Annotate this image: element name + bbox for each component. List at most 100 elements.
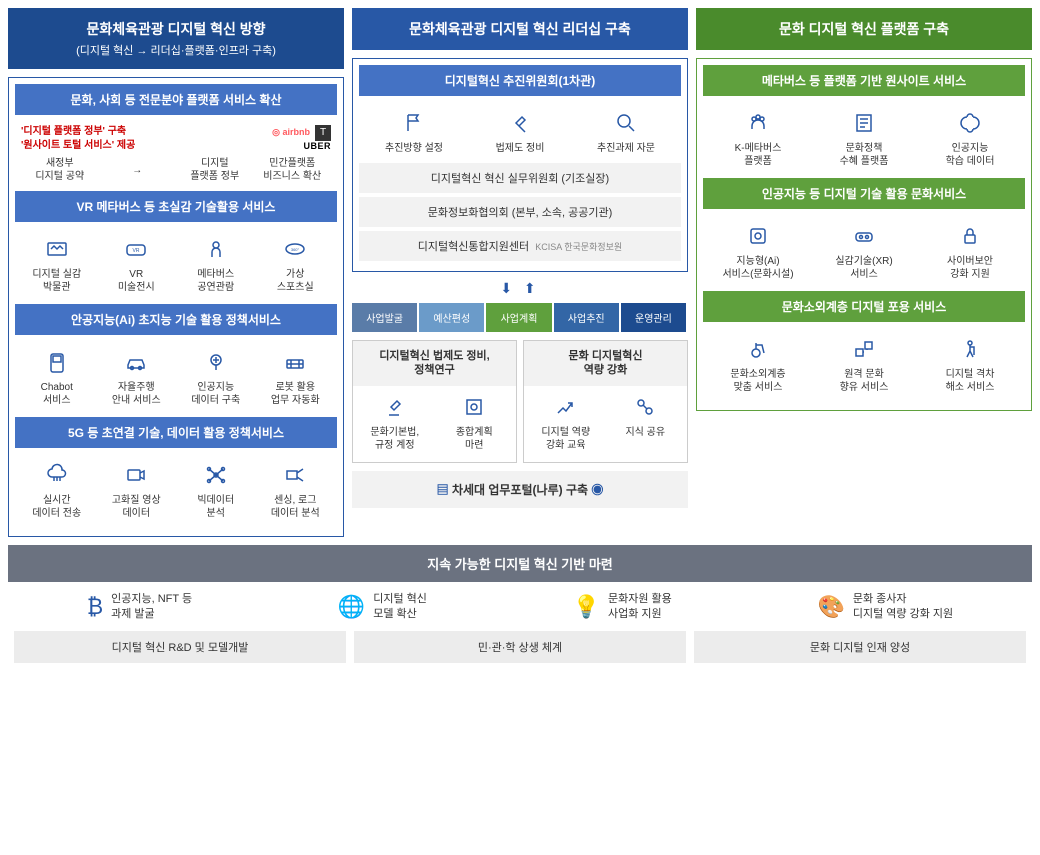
share-icon xyxy=(606,392,686,422)
flow3: 사업계획 xyxy=(486,303,551,332)
policy-icon xyxy=(811,108,917,138)
elderly-icon xyxy=(917,334,1023,364)
remote-icon xyxy=(811,334,917,364)
s1-b3: 민간플랫폼 비즈니스 확산 xyxy=(254,157,332,183)
chatbot-icon xyxy=(17,347,97,377)
mid-c1: 추진방향 설정 xyxy=(361,142,467,155)
b-i3: 문화자원 활용 사업화 지원 xyxy=(608,592,672,623)
s4-i2: 고화질 영상 데이터 xyxy=(97,494,177,520)
cloud-icon xyxy=(17,460,97,490)
metaverse-icon xyxy=(176,234,256,264)
r-s3-i3: 디지털 격차 해소 서비스 xyxy=(917,368,1023,394)
nft-icon: ₿ xyxy=(87,592,103,623)
kcisa-logo: KCISA 한국문화정보원 xyxy=(535,242,622,252)
bottom-section: 지속 가능한 디지털 혁신 기반 마련 ₿인공지능, NFT 등 과제 발굴 🌐… xyxy=(8,545,1032,669)
s3-i2: 자율주행 안내 서비스 xyxy=(97,381,177,407)
bottom-b3: 문화 디지털 인재 양성 xyxy=(694,631,1026,663)
right-s3-title: 문화소외계층 디지털 포용 서비스 xyxy=(703,291,1025,322)
box2-title: 문화 디지털혁신 역량 강화 xyxy=(524,341,687,386)
car-icon xyxy=(97,347,177,377)
ai-service-icon xyxy=(705,221,811,251)
left-s3-row: Chabot 서비스 자율주행 안내 서비스 인공지능 데이터 구축 로봇 활용… xyxy=(15,341,337,417)
left-s4-row: 실시간 데이터 전송 고화질 영상 데이터 빅데이터 분석 센싱, 로그 데이터… xyxy=(15,454,337,530)
s2-i4: 가상 스포츠실 xyxy=(256,268,336,294)
r-s2-i3: 사이버보안 강화 지원 xyxy=(917,255,1023,281)
people-icon xyxy=(705,108,811,138)
bottom-icon-row: ₿인공지능, NFT 등 과제 발굴 🌐디지털 혁신 모델 확산 💡문화자원 활… xyxy=(8,582,1032,631)
box1-i1: 문화기본법, 규정 계정 xyxy=(355,426,435,452)
bottom-b2: 민·관·학 상생 체계 xyxy=(354,631,686,663)
s4-i4: 센싱, 로그 데이터 분석 xyxy=(256,494,336,520)
left-column: 문화체육관광 디지털 혁신 방향 (디지털 혁신 → 리더십·플랫폼·인프라 구… xyxy=(8,8,344,537)
flow-chevrons: 사업발굴 예산편성 사업계획 사업추진 운영관리 xyxy=(352,303,688,332)
security-icon xyxy=(917,221,1023,251)
right-s2-row: 지능형(Ai) 서비스(문화시설) 실감기술(XR) 서비스 사이버보안 강화 … xyxy=(703,215,1025,291)
mid-line3-label: 디지털혁신통합지원센터 xyxy=(418,241,529,253)
r-s1-i2: 문화정책 수혜 플랫폼 xyxy=(811,142,917,168)
box1-i2: 종합계획 마련 xyxy=(435,426,515,452)
left-header-title: 문화체육관광 디지털 혁신 방향 xyxy=(17,19,335,39)
bottom-b1: 디지털 혁신 R&D 및 모델개발 xyxy=(14,631,346,663)
left-header: 문화체육관광 디지털 혁신 방향 (디지털 혁신 → 리더십·플랫폼·인프라 구… xyxy=(8,8,344,69)
mid-header: 문화체육관광 디지털 혁신 리더십 구축 xyxy=(352,8,688,50)
museum-icon xyxy=(17,234,97,264)
bottom-header: 지속 가능한 디지털 혁신 기반 마련 xyxy=(8,545,1032,582)
law-icon xyxy=(355,392,435,422)
b-i1: 인공지능, NFT 등 과제 발굴 xyxy=(111,592,192,623)
palette-icon: 🎨 xyxy=(817,592,844,623)
database-icon: ▤ xyxy=(437,483,449,497)
mid-committee-title: 디지털혁신 추진위원회(1차관) xyxy=(359,65,681,96)
mid-two-boxes: 디지털혁신 법제도 정비, 정책연구 문화기본법, 규정 계정 종합계획 마련 … xyxy=(352,340,688,463)
left-outer-box: 문화, 사회 등 전문분야 플랫폼 서비스 확산 '디지털 플랫폼 정부' 구축… xyxy=(8,77,344,537)
arrow-icon: → xyxy=(99,164,177,177)
s2-i3: 메타버스 공연관람 xyxy=(176,268,256,294)
svg-text:360°: 360° xyxy=(291,247,300,252)
flow4: 사업추진 xyxy=(554,303,619,332)
left-s3-title: 안공지능(Ai) 초지능 기술 활용 정책서비스 xyxy=(15,304,337,335)
growth-icon xyxy=(526,392,606,422)
b-i4: 문화 종사자 디지털 역량 강화 지원 xyxy=(853,592,953,623)
bottom-label-row: 디지털 혁신 R&D 및 모델개발 민·관·학 상생 체계 문화 디지털 인재 … xyxy=(8,631,1032,669)
s4-i1: 실시간 데이터 전송 xyxy=(17,494,97,520)
flow5: 운영관리 xyxy=(621,303,686,332)
r-s1-i3: 인공지능 학습 데이터 xyxy=(917,142,1023,168)
gavel-icon xyxy=(467,108,573,138)
ai-brain-icon xyxy=(176,347,256,377)
svg-text:VR: VR xyxy=(133,248,140,254)
right-s1-title: 메타버스 등 플랫폼 기반 원사이트 서비스 xyxy=(703,65,1025,96)
search-icon xyxy=(573,108,679,138)
left-header-sub: (디지털 혁신 → 리더십·플랫폼·인프라 구축) xyxy=(17,42,335,58)
plan-icon xyxy=(435,392,515,422)
flow2: 예산편성 xyxy=(419,303,484,332)
flag-icon xyxy=(361,108,467,138)
mid-box1: 디지털혁신 법제도 정비, 정책연구 문화기본법, 규정 계정 종합계획 마련 xyxy=(352,340,517,463)
mid-box2: 문화 디지털혁신 역량 강화 디지털 역량 강화 교육 지식 공유 xyxy=(523,340,688,463)
right-s2-title: 인공지능 등 디지털 기술 활용 문화서비스 xyxy=(703,178,1025,209)
video-icon xyxy=(97,460,177,490)
r-s3-i1: 문화소외계층 맞춤 서비스 xyxy=(705,368,811,394)
s2-i2: VR 미술전시 xyxy=(97,268,177,294)
left-s2-title: VR 메타버스 등 초실감 기술활용 서비스 xyxy=(15,191,337,222)
right-s3-row: 문화소외계층 맞춤 서비스 원격 문화 향유 서비스 디지털 격차 해소 서비스 xyxy=(703,328,1025,404)
uber-logo: UBER xyxy=(303,141,331,151)
r-s1-i1: K-메타버스 플랫폼 xyxy=(705,142,811,168)
flow-arrows-icon: ⬇ ⬆ xyxy=(352,280,688,297)
s2-i1: 디지털 실감 박물관 xyxy=(17,268,97,294)
startup-icon: 💡 xyxy=(573,592,600,623)
mid-line3: 디지털혁신통합지원센터 KCISA 한국문화정보원 xyxy=(359,231,681,261)
flow1: 사업발굴 xyxy=(352,303,417,332)
portal-label: 차세대 업무포털(나루) 구축 xyxy=(452,483,588,497)
xr-icon xyxy=(811,221,917,251)
left-s2-row: 디지털 실감 박물관 VR VR 미술전시 메타버스 공연관람 360° 가상 스포… xyxy=(15,228,337,304)
wheelchair-icon xyxy=(705,334,811,364)
robot-icon xyxy=(256,347,336,377)
s1-b1: 새정부 디지털 공약 xyxy=(21,157,99,183)
mid-line1: 디지털혁신 혁신 실무위원회 (기조실장) xyxy=(359,163,681,193)
s1-quote2: '원사이트 토털 서비스' 제공 xyxy=(21,139,135,153)
mid-line2: 문화정보화협의회 (본부, 소속, 공공기관) xyxy=(359,197,681,227)
s4-i3: 빅데이터 분석 xyxy=(176,494,256,520)
s1-b2: 디지털 플랫폼 정부 xyxy=(176,157,254,183)
mid-column: 문화체육관광 디지털 혁신 리더십 구축 디지털혁신 추진위원회(1차관) 추진… xyxy=(352,8,688,537)
right-column: 문화 디지털 혁신 플랫폼 구축 메타버스 등 플랫폼 기반 원사이트 서비스 … xyxy=(696,8,1032,537)
sports-icon: 360° xyxy=(256,234,336,264)
